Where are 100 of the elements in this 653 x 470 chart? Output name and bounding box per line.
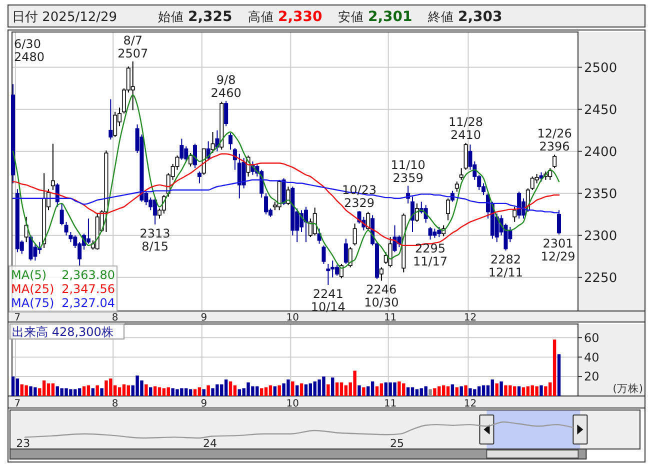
- candlestick: [312, 207, 317, 236]
- bar: [268, 385, 272, 396]
- bar: [526, 386, 530, 396]
- candlestick: [224, 100, 228, 127]
- bar: [535, 386, 538, 396]
- y-tick-label: 20: [584, 370, 600, 384]
- bar: [46, 383, 50, 396]
- bar: [144, 384, 148, 396]
- candlestick: [304, 206, 308, 243]
- bar: [398, 381, 401, 396]
- candlestick: [446, 198, 450, 221]
- bar: [264, 387, 268, 396]
- y-tick-label: 2350: [584, 186, 618, 202]
- bar: [308, 383, 312, 396]
- x-tick-label: 7: [14, 312, 21, 324]
- bar: [522, 387, 526, 396]
- bar: [273, 386, 276, 396]
- y-tick-label: 60: [584, 330, 600, 345]
- x-tick-label: 12: [464, 398, 477, 410]
- bar: [353, 370, 356, 396]
- bar: [424, 386, 428, 396]
- bar: [406, 387, 410, 396]
- bar: [540, 385, 543, 396]
- candlestick: [366, 211, 370, 231]
- x-tick-label: 9: [200, 398, 208, 410]
- x-tick-label: 8: [112, 398, 118, 410]
- x-tick-label: 9: [200, 312, 208, 324]
- bar: [362, 387, 366, 396]
- bar: [233, 385, 237, 396]
- candlestick: [339, 263, 344, 279]
- candlestick: [188, 152, 193, 167]
- text: MA(75) 2,327.04: [11, 296, 115, 310]
- text: 始値 2,325: [158, 9, 232, 25]
- bar: [198, 387, 202, 396]
- text: 安値 2,301: [338, 9, 412, 25]
- candlestick: [428, 226, 432, 240]
- bar: [193, 389, 197, 396]
- candlestick: [464, 142, 468, 170]
- x-tick-label: 7: [14, 398, 21, 410]
- bar: [358, 385, 361, 396]
- candlestick: [113, 111, 118, 138]
- y-axis-title: (万株): [612, 382, 643, 395]
- x-tick-label: 10: [286, 398, 300, 410]
- bar: [455, 387, 458, 396]
- bar: [344, 385, 348, 396]
- bar: [415, 389, 419, 396]
- bar: [500, 381, 503, 396]
- annotation: 9/8 2460: [210, 72, 242, 100]
- bar: [482, 385, 486, 396]
- text: MA(25) 2,347.56: [11, 282, 115, 296]
- bar: [291, 381, 294, 396]
- text: 高値 2,330: [248, 9, 323, 25]
- bar: [260, 388, 264, 396]
- bar: [42, 380, 46, 396]
- annotation: 11/10 2359: [390, 158, 426, 185]
- text: MA(5) 2,363.80: [11, 268, 115, 282]
- candlestick: [130, 60, 135, 111]
- candlestick: [50, 143, 55, 190]
- bar: [202, 389, 206, 396]
- candlestick: [388, 236, 392, 268]
- bar: [557, 354, 561, 396]
- bar: [153, 386, 157, 396]
- y-tick-label: 2300: [584, 228, 618, 244]
- candlestick: [352, 223, 357, 246]
- candlestick: [286, 186, 290, 206]
- bar: [122, 384, 126, 396]
- candlestick: [552, 154, 557, 169]
- bar: [16, 378, 20, 396]
- bar: [118, 387, 122, 396]
- candlestick: [86, 218, 90, 244]
- bar: [442, 385, 446, 396]
- annotation: 10/23 2329: [342, 182, 377, 210]
- bar: [149, 387, 152, 396]
- bar: [446, 386, 450, 396]
- bar: [375, 386, 379, 396]
- bar: [544, 386, 548, 396]
- bar: [296, 385, 299, 396]
- x-tick-label: 11: [384, 312, 397, 324]
- bar: [126, 385, 130, 396]
- candlestick: [454, 181, 459, 192]
- bar: [228, 381, 232, 396]
- annotation: 6/30 2480: [14, 37, 45, 64]
- chart-title: 日付 2025/12/29: [12, 10, 118, 25]
- bar: [206, 385, 210, 396]
- candlestick: [517, 191, 522, 220]
- bar: [335, 382, 339, 396]
- bar: [410, 387, 414, 396]
- bar: [78, 388, 82, 396]
- annotation: 2241 10/14: [310, 286, 346, 314]
- annotation: 2246 10/30: [364, 282, 399, 310]
- bar: [24, 385, 28, 396]
- y-tick-label: 2500: [584, 60, 618, 76]
- candlestick: [28, 234, 33, 262]
- bar: [433, 388, 436, 396]
- candlestick: [344, 238, 348, 264]
- candlestick: [108, 98, 113, 140]
- bar: [300, 383, 304, 396]
- candlestick: [264, 192, 268, 215]
- annotation: 8/7 2507: [118, 33, 148, 60]
- candlestick: [228, 132, 233, 150]
